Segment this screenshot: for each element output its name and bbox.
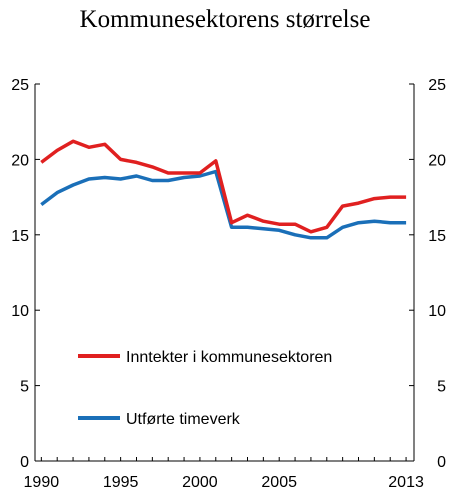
x-tick-label: 2005 <box>261 474 297 491</box>
x-tick-label: 2013 <box>388 474 424 491</box>
y-axis-right: 0 5 10 15 20 25 <box>409 77 446 471</box>
x-tick-label: 2000 <box>182 474 218 491</box>
x-axis: 1990 1995 2000 2005 2013 <box>24 457 424 491</box>
y-tick-label-right: 5 <box>437 379 446 396</box>
x-tick-label: 1990 <box>24 474 60 491</box>
y-tick-label-right: 20 <box>428 152 446 169</box>
legend-label-inntekter: Inntekter i kommunesektoren <box>126 349 332 366</box>
y-tick-label-left: 0 <box>20 454 29 471</box>
legend: Inntekter i kommunesektoren Utførte time… <box>78 349 332 428</box>
x-tick-label: 1995 <box>103 474 139 491</box>
plot-frame <box>34 84 415 462</box>
y-axis-left: 0 5 10 15 20 25 <box>11 77 40 471</box>
y-tick-label-left: 15 <box>11 228 29 245</box>
legend-label-timeverk: Utførte timeverk <box>126 411 241 428</box>
y-tick-label-left: 25 <box>11 77 29 94</box>
series-line-timeverk <box>40 169 407 240</box>
chart-title: Kommunesektorens størrelse <box>79 6 371 33</box>
y-tick-label-right: 25 <box>428 77 446 94</box>
y-tick-label-left: 10 <box>11 303 29 320</box>
y-tick-label-right: 10 <box>428 303 446 320</box>
series-line-inntekter <box>40 139 407 234</box>
y-tick-label-left: 5 <box>20 379 29 396</box>
y-tick-label-right: 0 <box>437 454 446 471</box>
series-group <box>40 139 407 240</box>
y-tick-label-right: 15 <box>428 228 446 245</box>
y-tick-label-left: 20 <box>11 152 29 169</box>
